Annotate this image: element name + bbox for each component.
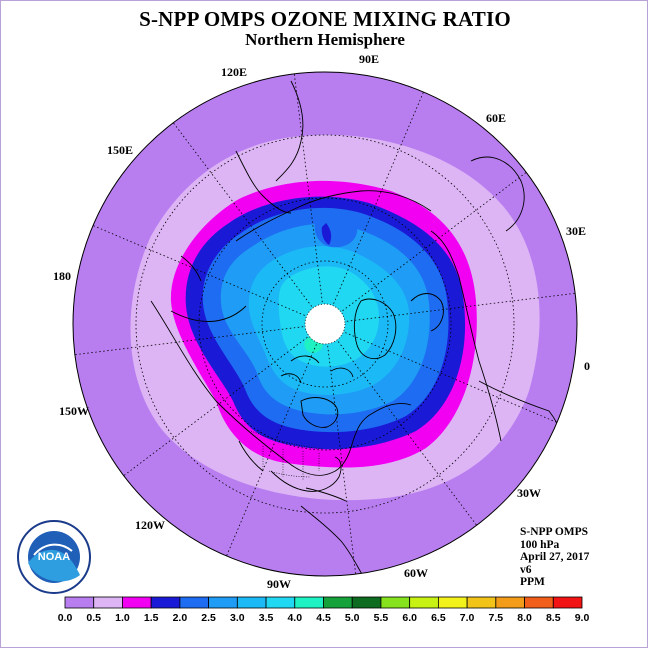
colorbar-swatch xyxy=(380,596,411,609)
colorbar-swatches xyxy=(64,596,583,609)
colorbar-swatch xyxy=(524,596,554,609)
colorbar-tick-label: 8.0 xyxy=(517,612,532,624)
latitude-circle xyxy=(135,134,515,514)
colorbar-tick-label: 7.5 xyxy=(489,612,504,624)
colorbar-tick-label: 3.0 xyxy=(230,612,245,624)
coast-alaska xyxy=(170,305,247,322)
latitude-circle xyxy=(198,197,452,451)
figure-subtitle: Northern Hemisphere xyxy=(245,30,405,49)
colorbar-tick-label: 4.5 xyxy=(316,612,331,624)
polar-no-data-cap xyxy=(305,304,345,344)
colorbar-tick-label: 6.0 xyxy=(402,612,417,624)
colorbar-swatch xyxy=(150,596,181,609)
colorbar-tick-label: 5.0 xyxy=(345,612,360,624)
colorbar-tick-label: 9.0 xyxy=(575,612,590,624)
info-date: April 27, 2017 xyxy=(520,551,590,563)
lon-label-60w: 60W xyxy=(404,566,428,580)
ozone-lobe-asia xyxy=(321,223,332,245)
noaa-logo: NOAA xyxy=(17,520,91,594)
colorbar-tick-label: 0.5 xyxy=(86,612,101,624)
coast-gulf-mexico xyxy=(270,456,342,492)
latitude-circle xyxy=(261,260,389,388)
colorbar-tick-label: 7.0 xyxy=(460,612,475,624)
colorbar-swatch xyxy=(552,596,583,609)
colorbar-tick-label: 8.5 xyxy=(546,612,561,624)
colorbar-tick-label: 2.0 xyxy=(173,612,188,624)
product-info: S-NPP OMPS 100 hPa April 27, 2017 v6 PPM xyxy=(520,526,589,589)
info-units: PPM xyxy=(520,576,545,588)
colorbar-tick-labels: 0.0 0.5 1.0 1.5 2.0 2.5 3.0 3.5 4.0 4.5 5.0 5.5 6.0 6… xyxy=(58,612,590,624)
colorbar-tick-label: 0.0 xyxy=(58,612,73,624)
info-version: v6 xyxy=(520,563,532,576)
border-us-states xyxy=(262,446,320,481)
lon-label-120e: 120E xyxy=(221,65,247,79)
colorbar-swatch xyxy=(466,596,497,609)
coast-greenland xyxy=(353,298,397,359)
noaa-logo-bird xyxy=(33,543,73,556)
coast-kamchatka xyxy=(180,255,202,282)
ozone-field xyxy=(73,72,577,576)
colorbar-tick-label: 1.5 xyxy=(144,612,159,624)
political-borders xyxy=(250,430,324,481)
lon-label-90e: 90E xyxy=(359,52,379,66)
lon-label-30w: 30W xyxy=(517,486,541,500)
colorbar-tick-label: 3.5 xyxy=(259,612,274,624)
lon-label-0: 0 xyxy=(584,359,590,373)
colorbar-swatch xyxy=(179,596,210,609)
coast-cuba xyxy=(305,487,347,502)
coast-asia-east xyxy=(235,150,292,214)
colorbar-swatch xyxy=(208,596,238,609)
coast-central-america xyxy=(300,505,364,576)
info-level: 100 hPa xyxy=(520,538,560,551)
figure-title: S-NPP OMPS OZONE MIXING RATIO xyxy=(139,7,511,31)
map-boundary xyxy=(72,71,578,577)
colorbar-tick-label: 2.5 xyxy=(201,612,216,624)
colorbar-tick-label: 4.0 xyxy=(287,612,302,624)
coastlines xyxy=(150,80,572,576)
coast-europe xyxy=(430,230,502,442)
colorbar-tick-label: 6.5 xyxy=(431,612,446,624)
lon-label-120w: 120W xyxy=(135,518,165,532)
coast-hudson-bay xyxy=(300,397,339,428)
colorbar-tick-label: 5.5 xyxy=(374,612,389,624)
border-us-canada xyxy=(250,430,324,450)
coast-asia-north xyxy=(235,190,432,242)
coast-scandinavia xyxy=(410,293,444,332)
coast-india xyxy=(470,156,525,232)
coast-east-asia-shore xyxy=(275,80,304,182)
colorbar-swatch xyxy=(265,596,296,609)
coast-west-us xyxy=(238,440,264,472)
info-instrument: S-NPP OMPS xyxy=(520,526,589,538)
colorbar-swatch xyxy=(351,596,382,609)
colorbar-swatch xyxy=(294,596,324,609)
noaa-logo-text: NOAA xyxy=(38,551,70,563)
colorbar-tick-label: 1.0 xyxy=(115,612,130,624)
noaa-logo-wave xyxy=(28,549,80,582)
lon-label-90w: 90W xyxy=(267,577,291,591)
polar-cap-edge xyxy=(304,303,346,345)
longitude-labels: 90E 60E 30E 0 30W 60W 90W 120W 150W 180 … xyxy=(53,52,590,591)
colorbar-swatch xyxy=(93,596,123,609)
lon-label-150e: 150E xyxy=(107,143,133,157)
colorbar-swatch xyxy=(122,596,152,609)
coast-north-america xyxy=(150,300,412,476)
graticule xyxy=(74,73,576,575)
lon-label-60e: 60E xyxy=(486,111,506,125)
coast-arctic-archipelago xyxy=(280,355,354,384)
lon-label-150w: 150W xyxy=(59,404,89,418)
colorbar-swatch xyxy=(495,596,525,609)
colorbar-swatch xyxy=(323,596,353,609)
colorbar-swatch xyxy=(409,596,439,609)
colorbar-swatch xyxy=(437,596,468,609)
colorbar-swatch xyxy=(64,596,95,609)
lon-label-30e: 30E xyxy=(566,224,586,238)
lon-label-180: 180 xyxy=(53,269,71,283)
colorbar-swatch xyxy=(236,596,267,609)
